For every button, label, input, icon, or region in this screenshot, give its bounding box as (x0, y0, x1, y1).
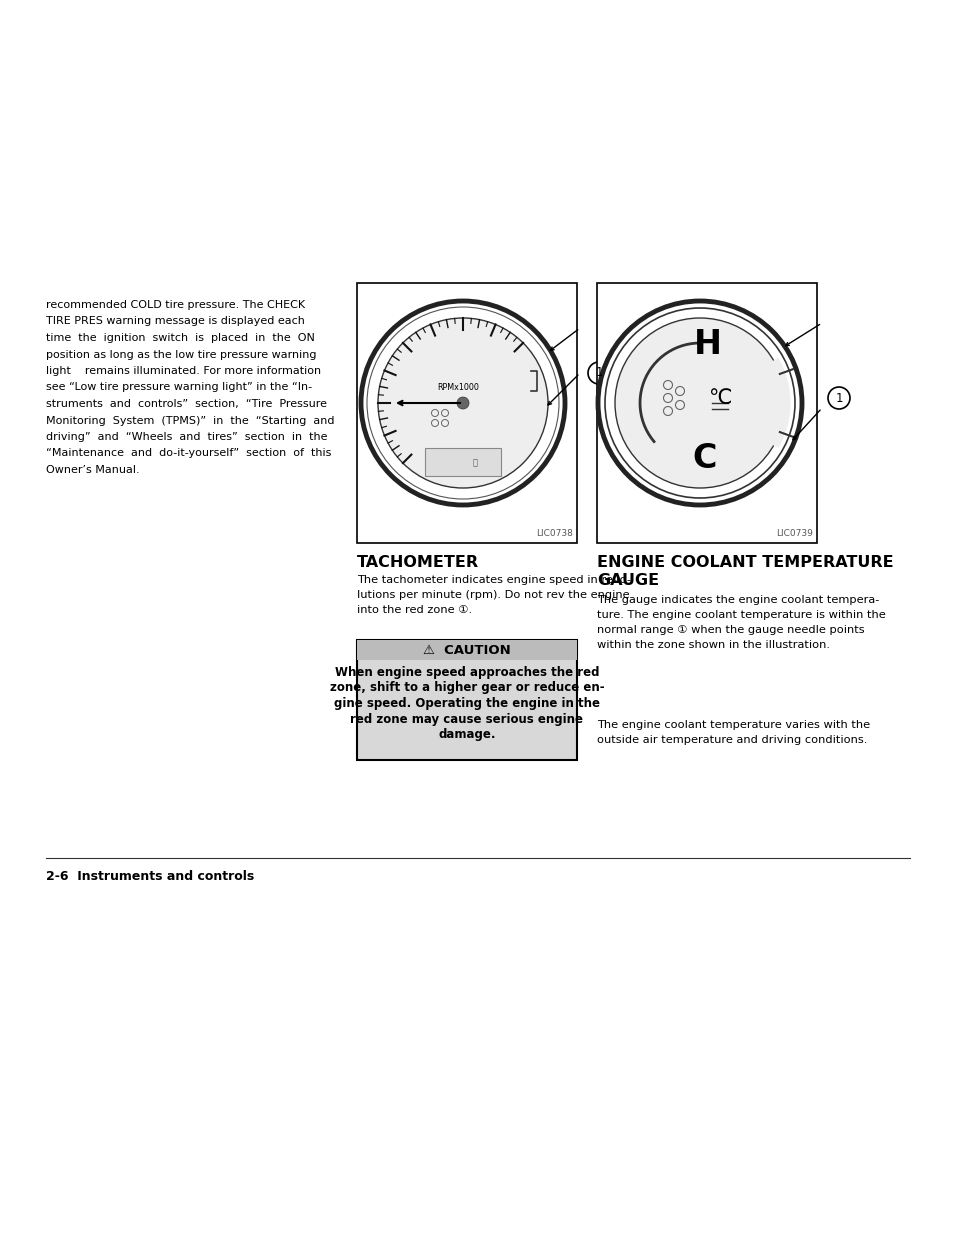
Text: TACHOMETER: TACHOMETER (356, 555, 478, 571)
Text: red zone may cause serious engine: red zone may cause serious engine (350, 713, 583, 725)
Text: The gauge indicates the engine coolant tempera-: The gauge indicates the engine coolant t… (597, 595, 879, 605)
Text: recommended COLD tire pressure. The CHECK: recommended COLD tire pressure. The CHEC… (46, 300, 305, 310)
Circle shape (456, 396, 469, 409)
Text: ture. The engine coolant temperature is within the: ture. The engine coolant temperature is … (597, 610, 884, 620)
Text: outside air temperature and driving conditions.: outside air temperature and driving cond… (597, 735, 866, 745)
Text: within the zone shown in the illustration.: within the zone shown in the illustratio… (597, 640, 829, 650)
Text: position as long as the low tire pressure warning: position as long as the low tire pressur… (46, 350, 316, 359)
Text: GAUGE: GAUGE (597, 573, 659, 588)
Text: The engine coolant temperature varies with the: The engine coolant temperature varies wi… (597, 720, 869, 730)
Text: When engine speed approaches the red: When engine speed approaches the red (335, 666, 598, 679)
Text: 1: 1 (835, 391, 841, 405)
Bar (356, 283, 577, 543)
Text: ⛽: ⛽ (472, 458, 477, 468)
Bar (597, 283, 816, 543)
Text: see “Low tire pressure warning light” in the “In-: see “Low tire pressure warning light” in… (46, 383, 312, 393)
Text: normal range ① when the gauge needle points: normal range ① when the gauge needle poi… (597, 625, 863, 635)
Text: 1: 1 (595, 367, 602, 379)
Text: LIC0739: LIC0739 (776, 529, 812, 538)
Text: time  the  ignition  switch  is  placed  in  the  ON: time the ignition switch is placed in th… (46, 333, 314, 343)
Text: gine speed. Operating the engine in the: gine speed. Operating the engine in the (334, 697, 599, 710)
Text: struments  and  controls”  section,  “Tire  Pressure: struments and controls” section, “Tire P… (46, 399, 327, 409)
Text: RPMx1000: RPMx1000 (436, 384, 478, 393)
Text: TIRE PRES warning message is displayed each: TIRE PRES warning message is displayed e… (46, 316, 305, 326)
Text: into the red zone ①.: into the red zone ①. (356, 605, 472, 615)
Circle shape (377, 317, 547, 488)
Text: lutions per minute (rpm). Do not rev the engine: lutions per minute (rpm). Do not rev the… (356, 590, 629, 600)
Text: C: C (692, 441, 717, 474)
Text: zone, shift to a higher gear or reduce en-: zone, shift to a higher gear or reduce e… (330, 682, 603, 694)
Text: ⚠  CAUTION: ⚠ CAUTION (423, 643, 511, 657)
Text: H: H (693, 329, 721, 362)
Text: ℃: ℃ (707, 388, 731, 408)
Bar (424, 448, 500, 475)
Text: ENGINE COOLANT TEMPERATURE: ENGINE COOLANT TEMPERATURE (597, 555, 893, 571)
Circle shape (615, 317, 784, 488)
Text: “Maintenance  and  do-it-yourself”  section  of  this: “Maintenance and do-it-yourself” section… (46, 448, 331, 458)
Bar (356, 640, 577, 760)
Bar (356, 640, 577, 659)
Text: The tachometer indicates engine speed in revo-: The tachometer indicates engine speed in… (356, 576, 630, 585)
Text: 2-6  Instruments and controls: 2-6 Instruments and controls (46, 869, 254, 883)
Text: Monitoring  System  (TPMS)”  in  the  “Starting  and: Monitoring System (TPMS)” in the “Starti… (46, 415, 335, 426)
Text: driving”  and  “Wheels  and  tires”  section  in  the: driving” and “Wheels and tires” section … (46, 432, 327, 442)
Text: light    remains illuminated. For more information: light remains illuminated. For more info… (46, 366, 321, 375)
Text: damage.: damage. (437, 727, 496, 741)
Text: Owner’s Manual.: Owner’s Manual. (46, 466, 139, 475)
Text: LIC0738: LIC0738 (536, 529, 573, 538)
